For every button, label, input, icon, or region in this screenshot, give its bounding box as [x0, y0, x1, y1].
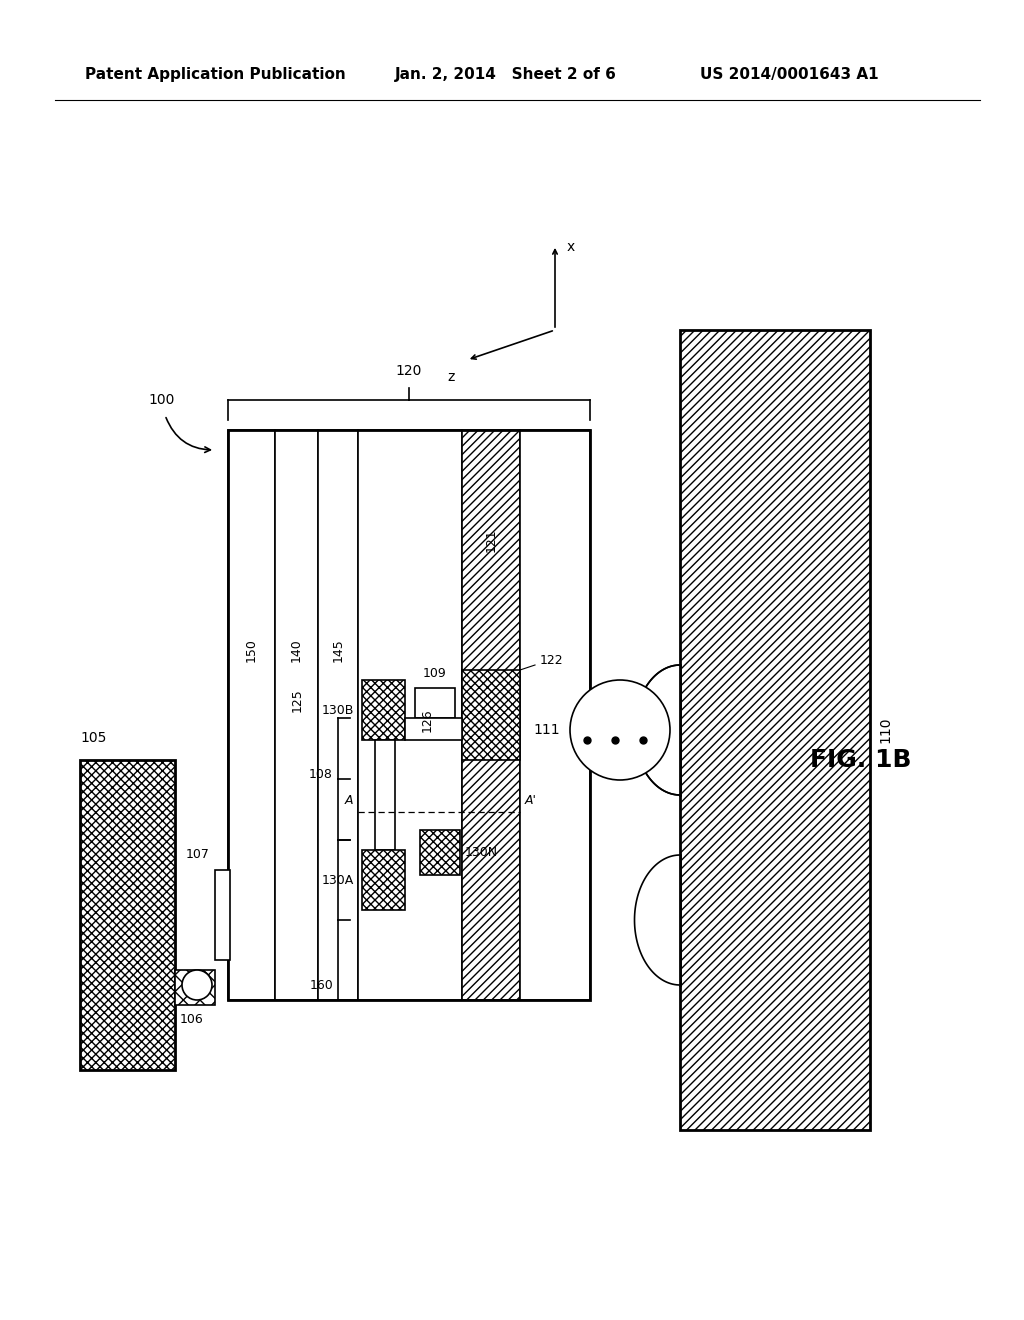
Bar	[358, 430, 462, 1001]
Text: 109: 109	[423, 667, 446, 680]
Text: 130B: 130B	[322, 704, 354, 717]
Text: 140: 140	[290, 638, 303, 661]
Text: 130A: 130A	[322, 874, 354, 887]
Text: z: z	[447, 370, 455, 384]
Bar	[375, 741, 395, 850]
Bar	[680, 330, 870, 1130]
Bar	[318, 430, 358, 1001]
Circle shape	[182, 970, 212, 1001]
Bar	[520, 430, 590, 1001]
Text: x: x	[567, 240, 575, 253]
Text: 150: 150	[245, 638, 258, 661]
Text: A: A	[344, 795, 353, 807]
Text: 120: 120	[396, 364, 422, 378]
Bar	[215, 870, 230, 960]
Text: 121: 121	[484, 528, 498, 552]
Bar	[175, 970, 215, 1005]
Text: 126: 126	[421, 709, 433, 731]
Text: 100: 100	[148, 393, 174, 407]
Text: 110: 110	[878, 717, 892, 743]
Text: 125: 125	[291, 688, 303, 711]
Bar	[462, 430, 520, 1001]
Text: Patent Application Publication: Patent Application Publication	[85, 67, 346, 82]
Text: US 2014/0001643 A1: US 2014/0001643 A1	[700, 67, 879, 82]
Text: 105: 105	[80, 731, 106, 744]
Text: A': A'	[525, 795, 537, 807]
Bar	[80, 760, 175, 1071]
Text: Jan. 2, 2014   Sheet 2 of 6: Jan. 2, 2014 Sheet 2 of 6	[395, 67, 616, 82]
Text: 160: 160	[309, 979, 333, 993]
Bar	[415, 688, 455, 718]
Circle shape	[570, 680, 670, 780]
Text: 108: 108	[309, 767, 333, 780]
Text: FIG. 1B: FIG. 1B	[810, 748, 911, 772]
Bar	[420, 830, 460, 875]
Text: 107: 107	[186, 849, 210, 862]
Text: 130N: 130N	[465, 846, 498, 858]
Text: 106: 106	[180, 1012, 204, 1026]
Bar	[362, 850, 406, 909]
Bar	[228, 430, 275, 1001]
Polygon shape	[635, 855, 680, 985]
Bar	[275, 430, 318, 1001]
Bar	[228, 430, 590, 1001]
Bar	[406, 718, 462, 741]
Bar	[462, 671, 520, 760]
Text: 145: 145	[332, 638, 344, 661]
Text: 111: 111	[534, 723, 560, 737]
Bar	[362, 680, 406, 741]
Polygon shape	[635, 665, 680, 795]
Text: 122: 122	[540, 653, 563, 667]
